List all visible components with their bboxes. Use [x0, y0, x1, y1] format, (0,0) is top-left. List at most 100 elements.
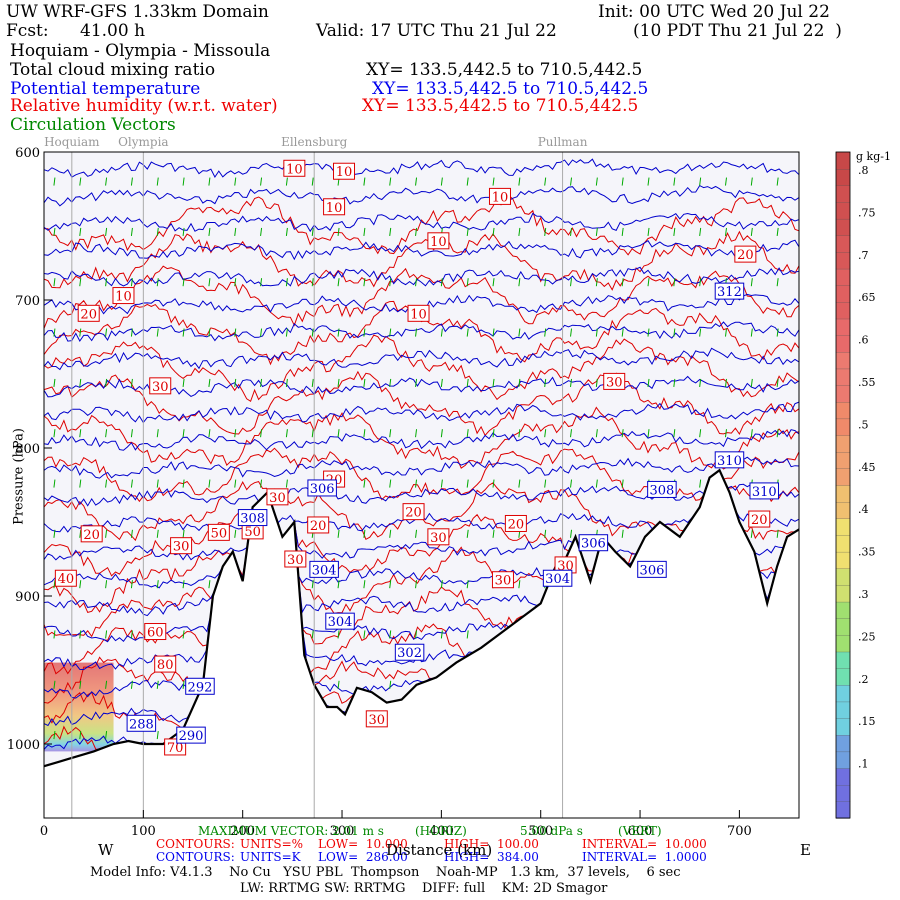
circulation-vector: [492, 378, 495, 387]
theta-contour-label: 304: [312, 563, 337, 578]
location-label: Ellensburg: [281, 135, 348, 149]
circulation-vector: [53, 429, 56, 438]
circulation-vector: [673, 429, 676, 438]
circulation-vector: [260, 328, 263, 337]
rh-contour-label: 30: [173, 540, 190, 555]
circulation-vector: [208, 580, 211, 589]
circulation-vector: [595, 429, 598, 438]
location-label: Pullman: [538, 135, 588, 149]
circulation-vector: [699, 278, 702, 287]
x-tick-label: 100: [131, 824, 156, 839]
rh-contour-label: 10: [115, 290, 132, 305]
colorbar-segment: [835, 151, 851, 170]
circulation-vector: [130, 378, 133, 387]
circulation-vector: [79, 731, 82, 740]
theta-contour-label-box: [637, 560, 667, 578]
circulation-vector: [105, 429, 108, 438]
circulation-vector: [776, 529, 779, 538]
circulation-vector: [53, 731, 56, 740]
colorbar-segment: [835, 351, 851, 370]
circulation-vector: [415, 630, 418, 639]
colorbar-segment: [835, 401, 851, 420]
theta-contours-low: LOW= 286.00: [318, 850, 408, 864]
x-tick-label: 500: [528, 824, 553, 839]
model-info: Model Info: V4.1.3 No Cu YSU PBL Thompso…: [90, 865, 681, 880]
circulation-vector: [260, 278, 263, 287]
x-tick-label: 400: [429, 824, 454, 839]
circulation-vector: [182, 328, 185, 337]
circulation-vector: [466, 429, 469, 438]
circulation-vector: [285, 227, 288, 236]
theta-contour-label: 306: [640, 563, 665, 578]
colorbar-segment: [835, 235, 851, 253]
theta-contour: [43, 321, 800, 342]
circulation-vector: [234, 227, 237, 236]
circulation-vector: [544, 177, 547, 186]
circulation-vector: [285, 429, 288, 438]
location-label: Olympia: [118, 135, 169, 149]
circulation-vector: [724, 177, 727, 186]
cloud-shading: [44, 662, 114, 752]
circulation-vector: [260, 479, 263, 488]
circulation-vector: [724, 227, 727, 236]
rh-contour-label-box: [427, 528, 450, 546]
rh-contour-label: 20: [80, 307, 97, 322]
circulation-vector: [492, 177, 495, 186]
circulation-vector: [311, 429, 314, 438]
circulation-vector: [208, 429, 211, 438]
circulation-vector: [105, 378, 108, 387]
circulation-vector: [53, 479, 56, 488]
circulation-vector: [260, 378, 263, 387]
circulation-vector: [595, 227, 598, 236]
circulation-vector: [776, 429, 779, 438]
circulation-vector: [389, 680, 392, 689]
colorbar-segment: [835, 185, 851, 203]
theta-contour-label: 306: [310, 482, 335, 497]
circulation-vector: [389, 177, 392, 186]
circulation-vector: [337, 328, 340, 337]
circulation-vector: [466, 479, 469, 488]
theta-contour-label: 304: [545, 572, 570, 587]
circulation-vector: [260, 177, 263, 186]
circulation-vector: [699, 177, 702, 186]
field-xy-rh: XY= 133.5,442.5 to 710.5,442.5: [362, 96, 639, 116]
circulation-vector: [389, 378, 392, 387]
circulation-vector: [182, 177, 185, 186]
circulation-vector: [415, 227, 418, 236]
rh-contour-label: 40: [58, 572, 75, 587]
circulation-vector: [750, 429, 753, 438]
colorbar-segment: [835, 634, 851, 653]
circulation-vector: [363, 529, 366, 538]
rh-contour-label-box: [283, 159, 306, 177]
circulation-vector: [311, 328, 314, 337]
vert-vector-value: 5.00 dPa s: [520, 824, 583, 838]
circulation-vector: [570, 177, 573, 186]
circulation-vector: [673, 227, 676, 236]
circulation-vector: [389, 278, 392, 287]
circulation-vector: [492, 529, 495, 538]
rh-contour-label: 10: [430, 235, 447, 250]
theta-contour-label-box: [749, 482, 779, 500]
circulation-vector: [621, 429, 624, 438]
circulation-vector: [466, 278, 469, 287]
circulation-vector: [440, 479, 443, 488]
y-axis-label: Pressure (hPa): [11, 428, 27, 525]
circulation-vector: [389, 580, 392, 589]
field-label-vectors: Circulation Vectors: [10, 115, 176, 135]
field-xy-theta: XY= 133.5,442.5 to 710.5,442.5: [372, 79, 649, 99]
theta-contour-label: 292: [188, 680, 213, 695]
circulation-vector: [518, 580, 521, 589]
colorbar-segment: [835, 334, 851, 353]
circulation-vector: [234, 278, 237, 287]
x-tick-label: 0: [40, 824, 48, 839]
rh-contour: [43, 194, 800, 256]
circulation-vector: [285, 328, 288, 337]
circulation-vector: [415, 278, 418, 287]
circulation-vector: [285, 378, 288, 387]
circulation-vector: [234, 177, 237, 186]
theta-contour-label: 312: [717, 285, 742, 300]
circulation-vector: [570, 328, 573, 337]
circulation-vector: [492, 328, 495, 337]
circulation-vector: [208, 328, 211, 337]
y-tick-label: 900: [15, 590, 40, 605]
